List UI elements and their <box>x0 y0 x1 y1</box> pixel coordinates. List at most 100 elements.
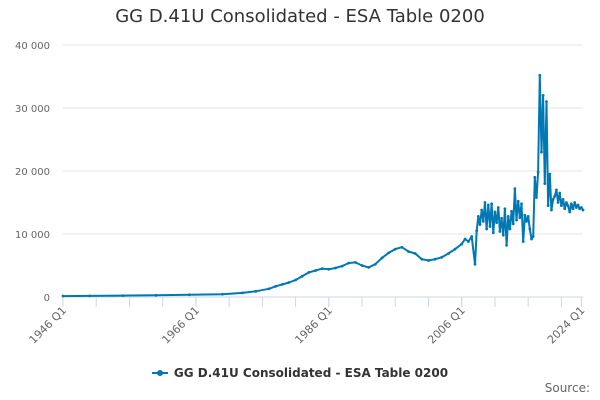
data-point[interactable] <box>501 233 505 237</box>
data-point[interactable] <box>536 170 540 174</box>
data-point[interactable] <box>523 213 527 217</box>
data-point[interactable] <box>340 264 344 268</box>
data-point[interactable] <box>579 206 583 209</box>
data-point[interactable] <box>267 287 271 291</box>
data-point[interactable] <box>508 227 512 231</box>
data-point[interactable] <box>546 204 550 208</box>
data-point[interactable] <box>327 267 331 271</box>
data-point[interactable] <box>491 231 495 235</box>
data-point[interactable] <box>545 100 548 104</box>
data-point[interactable] <box>576 203 580 207</box>
data-point[interactable] <box>475 229 479 233</box>
data-point[interactable] <box>528 227 532 231</box>
data-point[interactable] <box>478 223 482 226</box>
legend[interactable]: GG D.41U Consolidated - ESA Table 0200 <box>0 366 600 380</box>
data-point[interactable] <box>470 235 474 238</box>
data-point[interactable] <box>533 175 537 179</box>
data-point[interactable] <box>154 293 158 297</box>
data-point[interactable] <box>300 274 304 278</box>
data-point[interactable] <box>506 214 510 218</box>
data-point[interactable] <box>453 247 457 251</box>
data-point[interactable] <box>495 221 499 225</box>
data-point[interactable] <box>187 293 191 297</box>
data-point[interactable] <box>556 201 560 204</box>
data-point[interactable] <box>560 204 563 208</box>
data-point[interactable] <box>460 242 464 246</box>
data-point[interactable] <box>568 210 572 214</box>
data-point[interactable] <box>400 245 404 249</box>
data-point[interactable] <box>393 247 397 251</box>
data-point[interactable] <box>525 220 528 223</box>
data-point[interactable] <box>518 216 522 220</box>
data-point[interactable] <box>521 240 525 243</box>
data-point[interactable] <box>334 266 337 270</box>
data-point[interactable] <box>516 199 520 203</box>
data-point[interactable] <box>500 216 503 220</box>
data-point[interactable] <box>483 201 487 204</box>
data-point[interactable] <box>569 202 573 206</box>
data-point[interactable] <box>476 214 480 218</box>
data-point[interactable] <box>531 235 535 238</box>
data-point[interactable] <box>420 257 424 261</box>
data-point[interactable] <box>535 196 538 199</box>
data-point[interactable] <box>373 262 377 266</box>
data-point[interactable] <box>540 150 543 154</box>
data-point[interactable] <box>254 289 258 293</box>
data-point[interactable] <box>550 208 553 212</box>
data-point[interactable] <box>121 294 125 298</box>
data-point[interactable] <box>511 222 515 226</box>
data-point[interactable] <box>561 197 565 201</box>
data-point[interactable] <box>558 191 562 195</box>
data-point[interactable] <box>548 172 552 176</box>
data-point[interactable] <box>387 251 391 255</box>
data-point[interactable] <box>314 269 317 272</box>
data-point[interactable] <box>61 294 65 298</box>
data-point[interactable] <box>88 294 91 298</box>
data-point[interactable] <box>486 203 490 207</box>
data-point[interactable] <box>466 240 470 243</box>
data-point[interactable] <box>427 259 430 262</box>
data-point[interactable] <box>555 188 558 192</box>
data-point[interactable] <box>574 206 578 209</box>
data-point[interactable] <box>543 182 547 186</box>
data-point[interactable] <box>505 243 508 247</box>
data-point[interactable] <box>541 94 545 97</box>
data-point[interactable] <box>530 237 533 241</box>
data-point[interactable] <box>463 237 467 241</box>
data-point[interactable] <box>221 292 224 296</box>
data-point[interactable] <box>440 255 444 259</box>
data-point[interactable] <box>581 208 585 212</box>
data-point[interactable] <box>526 214 530 218</box>
data-point[interactable] <box>566 204 570 208</box>
data-point[interactable] <box>573 201 577 204</box>
data-point[interactable] <box>480 208 484 212</box>
data-point[interactable] <box>553 194 557 198</box>
data-point[interactable] <box>571 207 575 211</box>
data-point[interactable] <box>241 291 244 295</box>
data-point[interactable] <box>515 218 518 222</box>
data-point[interactable] <box>510 209 513 213</box>
data-point[interactable] <box>520 202 523 206</box>
data-point[interactable] <box>563 207 567 211</box>
data-point[interactable] <box>498 230 502 233</box>
data-point[interactable] <box>287 281 291 284</box>
data-point[interactable] <box>488 225 492 228</box>
data-point[interactable] <box>551 197 555 201</box>
data-point[interactable] <box>274 284 278 288</box>
data-point[interactable] <box>307 271 311 274</box>
data-point[interactable] <box>320 267 324 271</box>
data-point[interactable] <box>413 252 417 255</box>
data-point[interactable] <box>503 207 507 211</box>
data-point[interactable] <box>493 210 497 214</box>
data-point[interactable] <box>564 201 568 204</box>
data-point[interactable] <box>280 283 284 286</box>
data-point[interactable] <box>360 264 364 267</box>
data-point[interactable] <box>447 252 450 255</box>
data-point[interactable] <box>347 261 351 265</box>
data-point[interactable] <box>496 206 500 209</box>
data-point[interactable] <box>538 73 542 77</box>
data-point[interactable] <box>513 187 517 191</box>
data-point[interactable] <box>473 262 477 266</box>
data-point[interactable] <box>490 202 494 206</box>
data-point[interactable] <box>407 250 410 254</box>
